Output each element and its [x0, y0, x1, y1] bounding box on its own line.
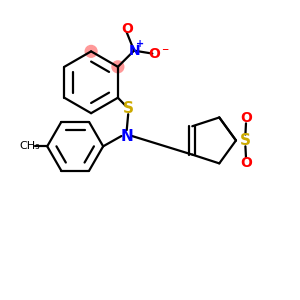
Text: N: N	[128, 44, 140, 58]
Text: N: N	[120, 128, 133, 143]
Circle shape	[85, 46, 97, 57]
Text: O: O	[240, 111, 252, 125]
Circle shape	[112, 61, 124, 73]
Text: O: O	[240, 155, 252, 170]
Text: O: O	[148, 46, 160, 61]
Text: S: S	[123, 101, 134, 116]
Text: O: O	[121, 22, 133, 36]
Text: CH₃: CH₃	[19, 141, 40, 151]
Text: +: +	[136, 39, 145, 49]
Text: ⁻: ⁻	[161, 45, 168, 59]
Text: S: S	[240, 133, 251, 148]
